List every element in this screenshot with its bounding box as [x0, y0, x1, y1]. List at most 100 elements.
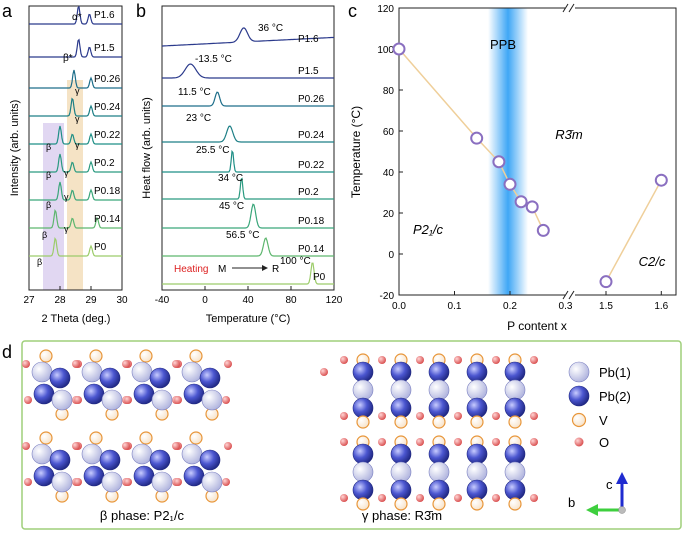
o-atom: [224, 360, 232, 368]
pb2-atom: [183, 465, 205, 487]
legend-v-label: V: [599, 413, 608, 428]
c-xtick-label: 1.5: [599, 301, 613, 312]
b-curve-P0.22: [162, 149, 334, 173]
legend-pb2-label: Pb(2): [599, 389, 631, 404]
pb1-atom: [390, 461, 412, 483]
c-ytick-label: 0: [388, 250, 394, 261]
pb2-atom: [390, 443, 412, 465]
v-atom: [394, 497, 408, 511]
o-atom: [172, 360, 180, 368]
o-atom: [72, 360, 80, 368]
b-heating-to: R: [272, 264, 279, 275]
b-curve-P0.26: [162, 91, 334, 107]
b-ylabel: Heat flow (arb. units): [141, 97, 153, 198]
b-series-label: P0.14: [298, 244, 325, 255]
axis-break-top: [562, 3, 575, 13]
pb2-atom: [183, 383, 205, 405]
a-series-label: P0.26: [94, 74, 121, 85]
b-curve-P0: [162, 262, 334, 285]
b-peak-label: 56.5 °C: [226, 230, 259, 241]
a-curve-P0.2: [29, 153, 122, 173]
o-atom: [378, 412, 386, 420]
pb2-atom: [133, 465, 155, 487]
o-atom: [378, 356, 386, 364]
o-atom: [222, 478, 230, 486]
o-atom: [320, 368, 328, 376]
a-beta-5: β: [37, 257, 42, 267]
b-xlabel: Temperature (°C): [206, 313, 290, 325]
a-curve-P0.24: [29, 97, 122, 117]
o-atom: [122, 360, 130, 368]
structure-panel: β phase: P2₁/c γ phase: R3̄m Pb(1) Pb(2)…: [21, 340, 682, 530]
v-atom: [189, 349, 203, 363]
o-atom: [172, 442, 180, 450]
a-curve-P0.22: [29, 125, 122, 145]
pb2-atom: [352, 443, 374, 465]
c-ylabel: Temperature (°C): [349, 106, 363, 198]
gamma-caption: γ phase: R3̄m: [362, 508, 442, 523]
a-series-label: P0.2: [94, 158, 115, 169]
v-atom: [139, 349, 153, 363]
a-gamma-5: γ: [64, 192, 69, 202]
a-curve-P0.14: [29, 208, 122, 229]
b-curve-P0.24: [162, 125, 334, 143]
a-curve-P1.6: [29, 5, 122, 25]
pb2-atom: [352, 397, 374, 419]
o-atom: [454, 494, 462, 502]
b-peak-label: 45 °C: [219, 201, 244, 212]
a-gamma-1: γ: [75, 86, 80, 96]
c-point: [654, 173, 668, 187]
o-atom: [454, 356, 462, 364]
pb2-atom: [504, 443, 526, 465]
pb2-atom: [428, 361, 450, 383]
a-xtick-label: 27: [23, 295, 35, 306]
c-point: [536, 223, 550, 237]
a-xtick-label: 29: [85, 295, 97, 306]
pb2-atom: [49, 449, 71, 471]
c-xtick-label: 0.2: [503, 301, 517, 312]
pb1-atom: [131, 443, 153, 465]
a-beta-1: β: [46, 142, 51, 152]
a-curve-P0.18: [29, 181, 122, 201]
pb1-atom: [51, 389, 73, 411]
o-atom: [492, 438, 500, 446]
b-heating-from: M: [218, 264, 226, 275]
c-ytick-label: 120: [377, 4, 394, 15]
pb2-atom: [33, 383, 55, 405]
v-atom: [39, 349, 53, 363]
a-series-label: P1.5: [94, 43, 115, 54]
panel-letter-a: a: [2, 1, 13, 21]
o-atom: [416, 438, 424, 446]
a-series-label: P0.24: [94, 102, 121, 113]
legend-o-label: O: [599, 435, 609, 450]
c-p21c-label: P2₁/c: [413, 222, 444, 237]
c-xtick-label: 0.1: [448, 301, 462, 312]
o-atom: [222, 396, 230, 404]
pb1-atom: [352, 379, 374, 401]
c-ytick-label: 60: [383, 127, 395, 138]
axis-c-arrowhead: [616, 472, 628, 484]
o-atom: [24, 478, 32, 486]
v-atom: [356, 497, 370, 511]
legend-v-icon: [571, 412, 587, 428]
pb2-atom: [466, 443, 488, 465]
a-beta-3: β: [46, 200, 51, 210]
o-atom: [530, 356, 538, 364]
o-atom: [530, 438, 538, 446]
pb2-atom: [504, 479, 526, 501]
pb2-atom: [199, 449, 221, 471]
b-series-label: P1.5: [298, 66, 319, 77]
c-point: [503, 177, 517, 191]
o-atom: [124, 478, 132, 486]
b-peak-label: 11.5 °C: [178, 87, 211, 98]
b-xtick-label: -40: [155, 295, 170, 306]
axis-triad: c b: [568, 472, 628, 516]
c-point: [525, 200, 539, 214]
b-peak-label: 23 °C: [186, 113, 211, 124]
o-atom: [224, 442, 232, 450]
pb1-atom: [81, 443, 103, 465]
v-atom: [432, 497, 446, 511]
a-curve-P0: [29, 236, 122, 257]
b-series-label: P0.2: [298, 187, 319, 198]
b-heating-label: Heating: [174, 264, 208, 275]
